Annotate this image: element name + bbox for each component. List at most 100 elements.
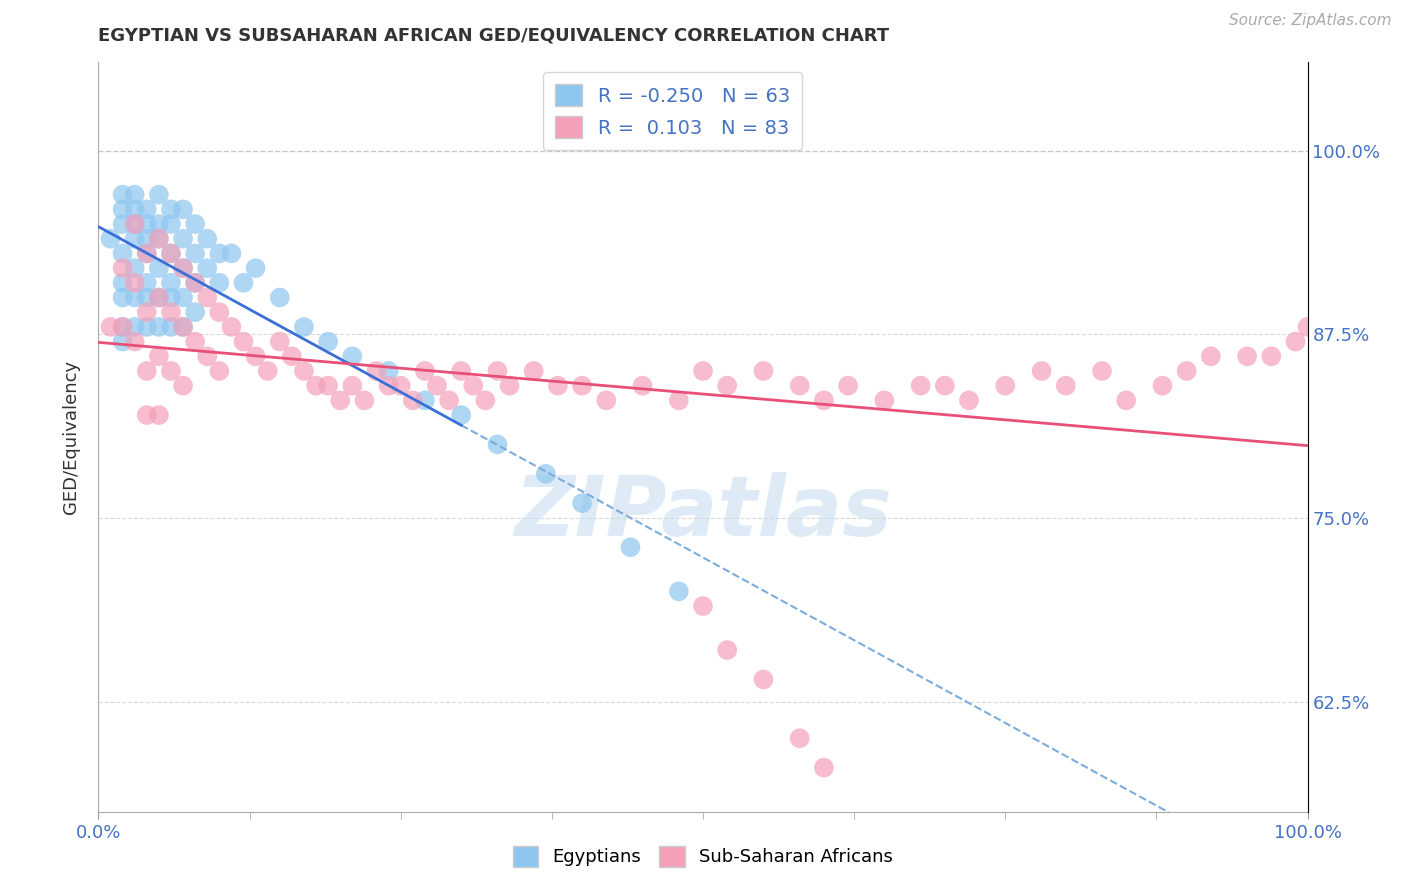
- Point: [668, 393, 690, 408]
- Y-axis label: GED/Equivalency: GED/Equivalency: [62, 360, 80, 514]
- Point: [1031, 364, 1053, 378]
- Point: [172, 378, 194, 392]
- Point: [184, 217, 207, 231]
- Point: [232, 276, 254, 290]
- Point: [195, 232, 218, 246]
- Point: [413, 393, 436, 408]
- Point: [172, 319, 194, 334]
- Point: [148, 261, 170, 276]
- Point: [124, 232, 146, 246]
- Point: [184, 334, 207, 349]
- Point: [292, 319, 315, 334]
- Point: [172, 261, 194, 276]
- Point: [148, 232, 170, 246]
- Point: [100, 319, 122, 334]
- Point: [389, 378, 412, 392]
- Point: [135, 364, 157, 378]
- Point: [256, 364, 278, 378]
- Point: [184, 276, 207, 290]
- Point: [195, 261, 218, 276]
- Point: [269, 334, 291, 349]
- Point: [595, 393, 617, 408]
- Point: [716, 378, 738, 392]
- Point: [571, 496, 593, 510]
- Point: [221, 319, 243, 334]
- Point: [789, 731, 811, 746]
- Point: [148, 232, 170, 246]
- Point: [692, 599, 714, 613]
- Point: [124, 261, 146, 276]
- Point: [547, 378, 569, 392]
- Point: [450, 364, 472, 378]
- Point: [692, 364, 714, 378]
- Point: [668, 584, 690, 599]
- Point: [342, 349, 364, 363]
- Point: [342, 378, 364, 392]
- Point: [148, 319, 170, 334]
- Point: [135, 217, 157, 231]
- Point: [873, 393, 896, 408]
- Point: [1115, 393, 1137, 408]
- Point: [1236, 349, 1258, 363]
- Point: [366, 364, 388, 378]
- Point: [523, 364, 546, 378]
- Point: [124, 217, 146, 231]
- Point: [111, 319, 134, 334]
- Point: [160, 305, 183, 319]
- Point: [124, 276, 146, 290]
- Point: [111, 261, 134, 276]
- Point: [934, 378, 956, 392]
- Point: [1152, 378, 1174, 392]
- Point: [135, 276, 157, 290]
- Point: [135, 246, 157, 260]
- Point: [281, 349, 304, 363]
- Point: [208, 246, 231, 260]
- Point: [124, 291, 146, 305]
- Point: [135, 246, 157, 260]
- Point: [994, 378, 1017, 392]
- Point: [1296, 319, 1319, 334]
- Point: [148, 187, 170, 202]
- Point: [160, 319, 183, 334]
- Text: ZIPatlas: ZIPatlas: [515, 472, 891, 552]
- Point: [402, 393, 425, 408]
- Point: [221, 246, 243, 260]
- Point: [111, 187, 134, 202]
- Point: [111, 319, 134, 334]
- Point: [184, 305, 207, 319]
- Point: [245, 349, 267, 363]
- Point: [498, 378, 520, 392]
- Point: [124, 217, 146, 231]
- Point: [910, 378, 932, 392]
- Point: [160, 246, 183, 260]
- Point: [172, 291, 194, 305]
- Point: [1199, 349, 1222, 363]
- Point: [329, 393, 352, 408]
- Point: [957, 393, 980, 408]
- Point: [316, 334, 339, 349]
- Point: [148, 291, 170, 305]
- Point: [124, 334, 146, 349]
- Point: [160, 276, 183, 290]
- Point: [571, 378, 593, 392]
- Point: [1175, 364, 1198, 378]
- Point: [534, 467, 557, 481]
- Point: [413, 364, 436, 378]
- Point: [474, 393, 496, 408]
- Point: [813, 393, 835, 408]
- Text: EGYPTIAN VS SUBSAHARAN AFRICAN GED/EQUIVALENCY CORRELATION CHART: EGYPTIAN VS SUBSAHARAN AFRICAN GED/EQUIV…: [98, 27, 890, 45]
- Point: [160, 246, 183, 260]
- Point: [160, 291, 183, 305]
- Point: [160, 202, 183, 217]
- Point: [135, 202, 157, 217]
- Point: [316, 378, 339, 392]
- Point: [148, 291, 170, 305]
- Point: [160, 364, 183, 378]
- Point: [195, 291, 218, 305]
- Point: [208, 364, 231, 378]
- Point: [789, 378, 811, 392]
- Point: [172, 202, 194, 217]
- Point: [148, 217, 170, 231]
- Point: [1054, 378, 1077, 392]
- Point: [837, 378, 859, 392]
